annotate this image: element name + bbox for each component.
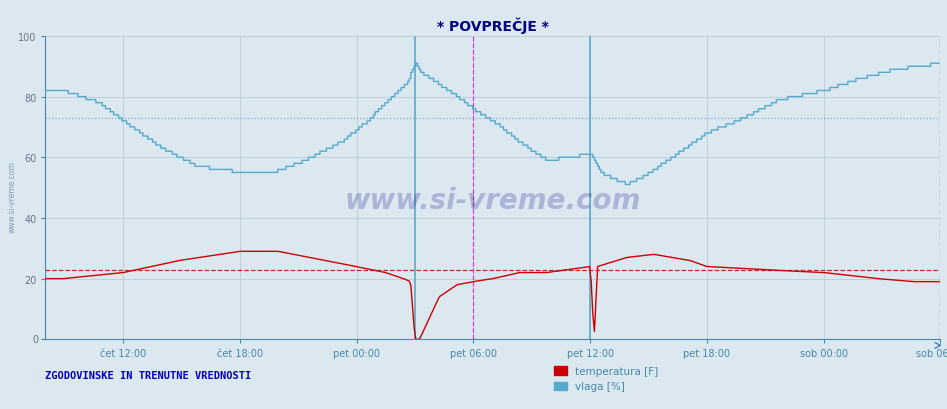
Text: www.si-vreme.com: www.si-vreme.com [8,160,17,232]
Text: www.si-vreme.com: www.si-vreme.com [345,186,641,214]
Title: * POVPREČJE *: * POVPREČJE * [437,18,549,34]
Text: 0: 0 [32,335,38,344]
Legend: temperatura [F], vlaga [%]: temperatura [F], vlaga [%] [550,362,662,396]
Text: ZGODOVINSKE IN TRENUTNE VREDNOSTI: ZGODOVINSKE IN TRENUTNE VREDNOSTI [45,370,252,380]
